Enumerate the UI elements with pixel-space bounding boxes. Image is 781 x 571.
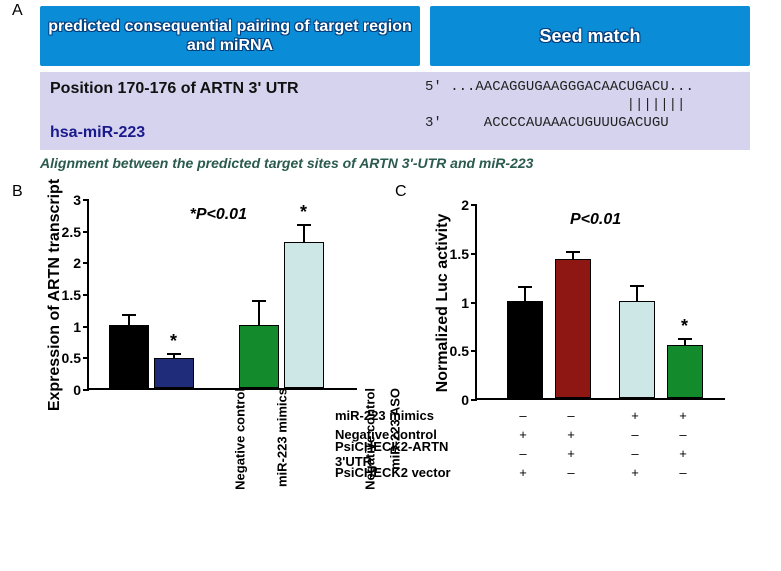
condition-grid: miR-223 mimics––++Negative control++––Ps… bbox=[335, 406, 475, 482]
condition-cell: – bbox=[505, 446, 541, 461]
bar bbox=[154, 358, 194, 388]
bar bbox=[284, 242, 324, 388]
chart-b: 0 0.5 1 1.5 2 2.5 3 Negative control * miR-223 mi… bbox=[32, 190, 362, 550]
condition-cell: + bbox=[617, 408, 653, 423]
error-bar bbox=[636, 286, 638, 301]
error-cap bbox=[167, 353, 181, 355]
y-tick-label: 2 bbox=[461, 197, 477, 213]
y-tick-label: 3 bbox=[73, 192, 89, 208]
error-bar bbox=[303, 225, 305, 242]
plot-area: 00.511.52* bbox=[475, 205, 725, 400]
condition-cell: – bbox=[665, 465, 701, 480]
significance-marker: * bbox=[681, 316, 688, 337]
condition-cell: – bbox=[553, 408, 589, 423]
panel-a-header: predicted consequential pairing of targe… bbox=[40, 6, 750, 66]
error-bar bbox=[524, 287, 526, 301]
bar bbox=[109, 325, 149, 388]
error-bar bbox=[128, 315, 130, 325]
x-axis-label: Negative control bbox=[228, 388, 247, 490]
condition-cell: – bbox=[617, 446, 653, 461]
panel-a-label: A bbox=[12, 2, 23, 20]
panel-b-label: B bbox=[12, 183, 23, 201]
y-tick-label: 2.5 bbox=[62, 224, 89, 240]
error-cap bbox=[518, 286, 532, 288]
error-cap bbox=[678, 338, 692, 340]
condition-row: PsiCHECK2-ARTN 3'UTR–+–+ bbox=[335, 444, 475, 463]
condition-cell: + bbox=[505, 465, 541, 480]
condition-cell: + bbox=[505, 427, 541, 442]
y-tick-label: 1 bbox=[461, 295, 477, 311]
condition-cell: – bbox=[617, 427, 653, 442]
condition-cell: – bbox=[553, 465, 589, 480]
error-cap bbox=[122, 314, 136, 316]
error-cap bbox=[566, 251, 580, 253]
y-axis-label: Expression of ARTN transcript bbox=[46, 179, 64, 411]
sequence-labels: Position 170-176 of ARTN 3' UTR hsa-miR-… bbox=[40, 72, 420, 150]
y-tick-label: 1 bbox=[73, 319, 89, 335]
y-tick-label: 0.5 bbox=[62, 350, 89, 366]
y-tick-label: 1.5 bbox=[450, 246, 477, 262]
error-bar bbox=[684, 339, 686, 346]
y-tick-label: 0 bbox=[73, 382, 89, 398]
panel-c-label: C bbox=[395, 183, 407, 201]
error-cap bbox=[297, 224, 311, 226]
plot-area: 00.511.522.53Negative control*miR-223 mi… bbox=[87, 200, 357, 390]
header-left: predicted consequential pairing of targe… bbox=[40, 6, 420, 66]
condition-row: PsiCHECK2 vector+–+– bbox=[335, 463, 475, 482]
chart-c: 00.511.52*Normalized Luc activityP<0.01m… bbox=[430, 195, 770, 565]
p-value-text: *P<0.01 bbox=[190, 206, 247, 224]
condition-cell: + bbox=[665, 446, 701, 461]
condition-label: PsiCHECK2 vector bbox=[335, 465, 475, 480]
error-bar bbox=[572, 252, 574, 259]
panel-a-caption: Alignment between the predicted target s… bbox=[40, 155, 533, 171]
bar bbox=[507, 301, 543, 399]
error-cap bbox=[252, 300, 266, 302]
x-axis-label: miR-223 mimics bbox=[271, 388, 290, 487]
header-right: Seed match bbox=[430, 6, 750, 66]
sequence-box: Position 170-176 of ARTN 3' UTR hsa-miR-… bbox=[40, 72, 750, 150]
p-value-text: P<0.01 bbox=[570, 211, 621, 229]
y-tick-label: 0.5 bbox=[450, 343, 477, 359]
y-tick-label: 1.5 bbox=[62, 287, 89, 303]
condition-cell: + bbox=[553, 446, 589, 461]
error-bar bbox=[258, 301, 260, 325]
bar bbox=[555, 259, 591, 398]
condition-cell: + bbox=[553, 427, 589, 442]
y-axis-label: Normalized Luc activity bbox=[434, 213, 452, 392]
condition-label: miR-223 mimics bbox=[335, 408, 475, 423]
bar bbox=[619, 301, 655, 399]
condition-cell: – bbox=[505, 408, 541, 423]
condition-row: miR-223 mimics––++ bbox=[335, 406, 475, 425]
sequence-alignment: 5' ...AACAGGUGAAGGGACAACUGACU... |||||||… bbox=[420, 72, 750, 150]
condition-cell: + bbox=[617, 465, 653, 480]
bar bbox=[667, 345, 703, 398]
bar bbox=[239, 325, 279, 388]
significance-marker: * bbox=[300, 202, 307, 223]
condition-cell: – bbox=[665, 427, 701, 442]
position-line: Position 170-176 of ARTN 3' UTR bbox=[50, 80, 410, 98]
y-tick-label: 2 bbox=[73, 255, 89, 271]
significance-marker: * bbox=[170, 331, 177, 352]
error-cap bbox=[630, 285, 644, 287]
condition-cell: + bbox=[665, 408, 701, 423]
mir-line: hsa-miR-223 bbox=[50, 124, 410, 142]
